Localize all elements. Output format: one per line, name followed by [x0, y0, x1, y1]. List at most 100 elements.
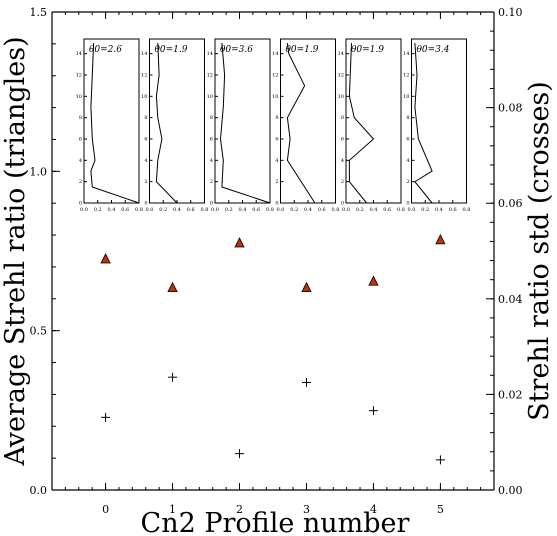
inset-x-tick-label: 0.8 [332, 207, 340, 213]
y-right-tick-label: 0.04 [498, 293, 523, 306]
inset-frame [214, 38, 271, 204]
inset-x-tick-label: 0.6 [187, 207, 195, 213]
inset-y-tick-label: 2 [210, 179, 213, 185]
inset-y-tick-label: 2 [79, 179, 82, 185]
y-left-tick-label: 1.5 [30, 6, 48, 19]
inset-y-tick-label: 10 [141, 94, 147, 100]
inset-y-tick-label: 6 [341, 137, 344, 143]
inset-y-tick-label: 0 [406, 201, 409, 207]
inset-x-tick-label: 0.6 [449, 207, 457, 213]
inset-theta-label: θ0=3.6 [220, 45, 253, 55]
inset-y-tick-label: 0 [210, 201, 213, 207]
inset-profile-line [155, 42, 178, 204]
triangle-marker [100, 253, 111, 264]
inset-x-tick-label: 0.0 [277, 207, 285, 213]
inset-y-tick-label: 8 [144, 115, 147, 121]
inset-theta-label: θ0=1.9 [351, 45, 384, 55]
inset-x-tick-label: 0.4 [239, 207, 247, 213]
inset-y-tick-label: 10 [338, 94, 344, 100]
x-axis-label: Cn2 Profile number [141, 508, 410, 536]
inset-y-tick-label: 0 [275, 201, 278, 207]
tick-layer: 0 1 2 3 4 50.00.51.01.50.000.020.040.060.080.… [30, 6, 523, 516]
inset-x-tick-label: 0.6 [252, 207, 260, 213]
inset-y-tick-label: 0 [144, 201, 147, 207]
inset-y-tick-label: 0 [79, 201, 82, 207]
triangle-marker [301, 281, 312, 293]
inset-y-tick-label: 10 [207, 94, 213, 100]
y-right-tick-label: 0.00 [498, 484, 523, 497]
inset-y-tick-label: 2 [275, 179, 278, 185]
inset-profile-line [219, 42, 271, 204]
triangle-marker [435, 233, 446, 245]
inset-y-tick-label: 8 [341, 115, 344, 121]
cross-marker [368, 406, 378, 416]
inset-y-tick-label: 4 [275, 158, 278, 164]
inset-y-tick-label: 10 [272, 94, 278, 100]
inset-y-tick-label: 12 [76, 73, 82, 79]
inset-profile-line [414, 42, 433, 204]
inset-x-tick-label: 0.4 [108, 207, 116, 213]
x-tick-label: 4 [370, 503, 377, 516]
inset-x-tick-label: 0.0 [408, 207, 416, 213]
inset-x-tick-label: 0.6 [121, 207, 129, 213]
main-axes-frame [51, 11, 495, 491]
cross-marker [301, 377, 311, 387]
inset-y-tick-label: 12 [272, 73, 278, 79]
inset-y-tick-label: 6 [275, 137, 278, 143]
right-y-axis-label: Strehl ratio std (crosses) [524, 81, 555, 421]
inset-frame [280, 38, 336, 204]
x-tick-label: 2 [236, 503, 243, 516]
inset-profile-line [348, 42, 375, 204]
inset-x-tick-label: 0.2 [356, 207, 364, 213]
x-tick-label: 0 [102, 503, 109, 516]
inset-y-tick-label: 12 [141, 73, 147, 79]
inset-y-tick-label: 8 [79, 115, 82, 121]
y-right-tick-label: 0.02 [498, 388, 523, 401]
inset-x-tick-label: 0.4 [304, 207, 312, 213]
triangle-marker [234, 237, 245, 248]
inset-x-tick-label: 0.0 [211, 207, 219, 213]
inset-y-tick-label: 14 [403, 51, 409, 57]
inset-y-tick-label: 14 [272, 51, 278, 57]
inset-profile-line [90, 42, 140, 204]
inset-profiles: 0 2 4 6 8 10 12 14 0.0 0.2 0.4 0.6 0.8 θ0=2.6 0 2 4 6 8 10 1… [76, 38, 471, 213]
inset-y-tick-label: 10 [76, 94, 82, 100]
inset-theta-label: θ0=1.9 [155, 45, 188, 55]
inset-x-tick-label: 0.2 [159, 207, 167, 213]
inset-y-tick-label: 4 [210, 158, 213, 164]
inset-x-tick-label: 0.8 [266, 207, 274, 213]
inset-panel: 0 2 4 6 8 10 12 14 0.0 0.2 0.4 0.6 0.8 θ0=3.6 [207, 38, 274, 213]
inset-x-tick-label: 0.6 [383, 207, 391, 213]
inset-panel: 0 2 4 6 8 10 12 14 0.0 0.2 0.4 0.6 0.8 θ0=3.4 [403, 38, 471, 213]
inset-theta-label: θ0=3.4 [417, 45, 450, 55]
inset-frame [345, 38, 402, 204]
x-tick-label: 5 [437, 503, 444, 516]
x-tick-label: 1 [169, 503, 176, 516]
cross-marker [235, 449, 245, 459]
inset-y-tick-label: 2 [341, 179, 344, 185]
inset-x-tick-label: 0.8 [463, 207, 471, 213]
inset-theta-label: θ0=2.6 [89, 45, 122, 55]
inset-x-tick-label: 0.0 [342, 207, 350, 213]
inset-x-tick-label: 0.2 [94, 207, 102, 213]
inset-y-tick-label: 12 [403, 73, 409, 79]
inset-y-tick-label: 2 [406, 179, 409, 185]
inset-panel: 0 2 4 6 8 10 12 14 0.0 0.2 0.4 0.6 0.8 θ0=1.9 [272, 38, 340, 213]
x-tick-label: 3 [303, 503, 310, 516]
triangle-marker [167, 281, 178, 293]
inset-y-tick-label: 14 [338, 51, 344, 57]
inset-y-tick-label: 14 [207, 51, 213, 57]
inset-x-tick-label: 0.8 [135, 207, 143, 213]
inset-y-tick-label: 6 [79, 137, 82, 143]
inset-x-tick-label: 0.2 [225, 207, 233, 213]
triangle-marker [368, 275, 379, 286]
cross-marker [435, 455, 445, 465]
inset-x-tick-label: 0.4 [370, 207, 378, 213]
inset-y-tick-label: 12 [338, 73, 344, 79]
inset-panel: 0 2 4 6 8 10 12 14 0.0 0.2 0.4 0.6 0.8 θ0=1.9 [141, 38, 208, 213]
inset-y-tick-label: 2 [144, 179, 147, 185]
inset-profile-line [286, 42, 316, 204]
inset-y-tick-label: 0 [341, 201, 344, 207]
inset-x-tick-label: 0.0 [146, 207, 154, 213]
